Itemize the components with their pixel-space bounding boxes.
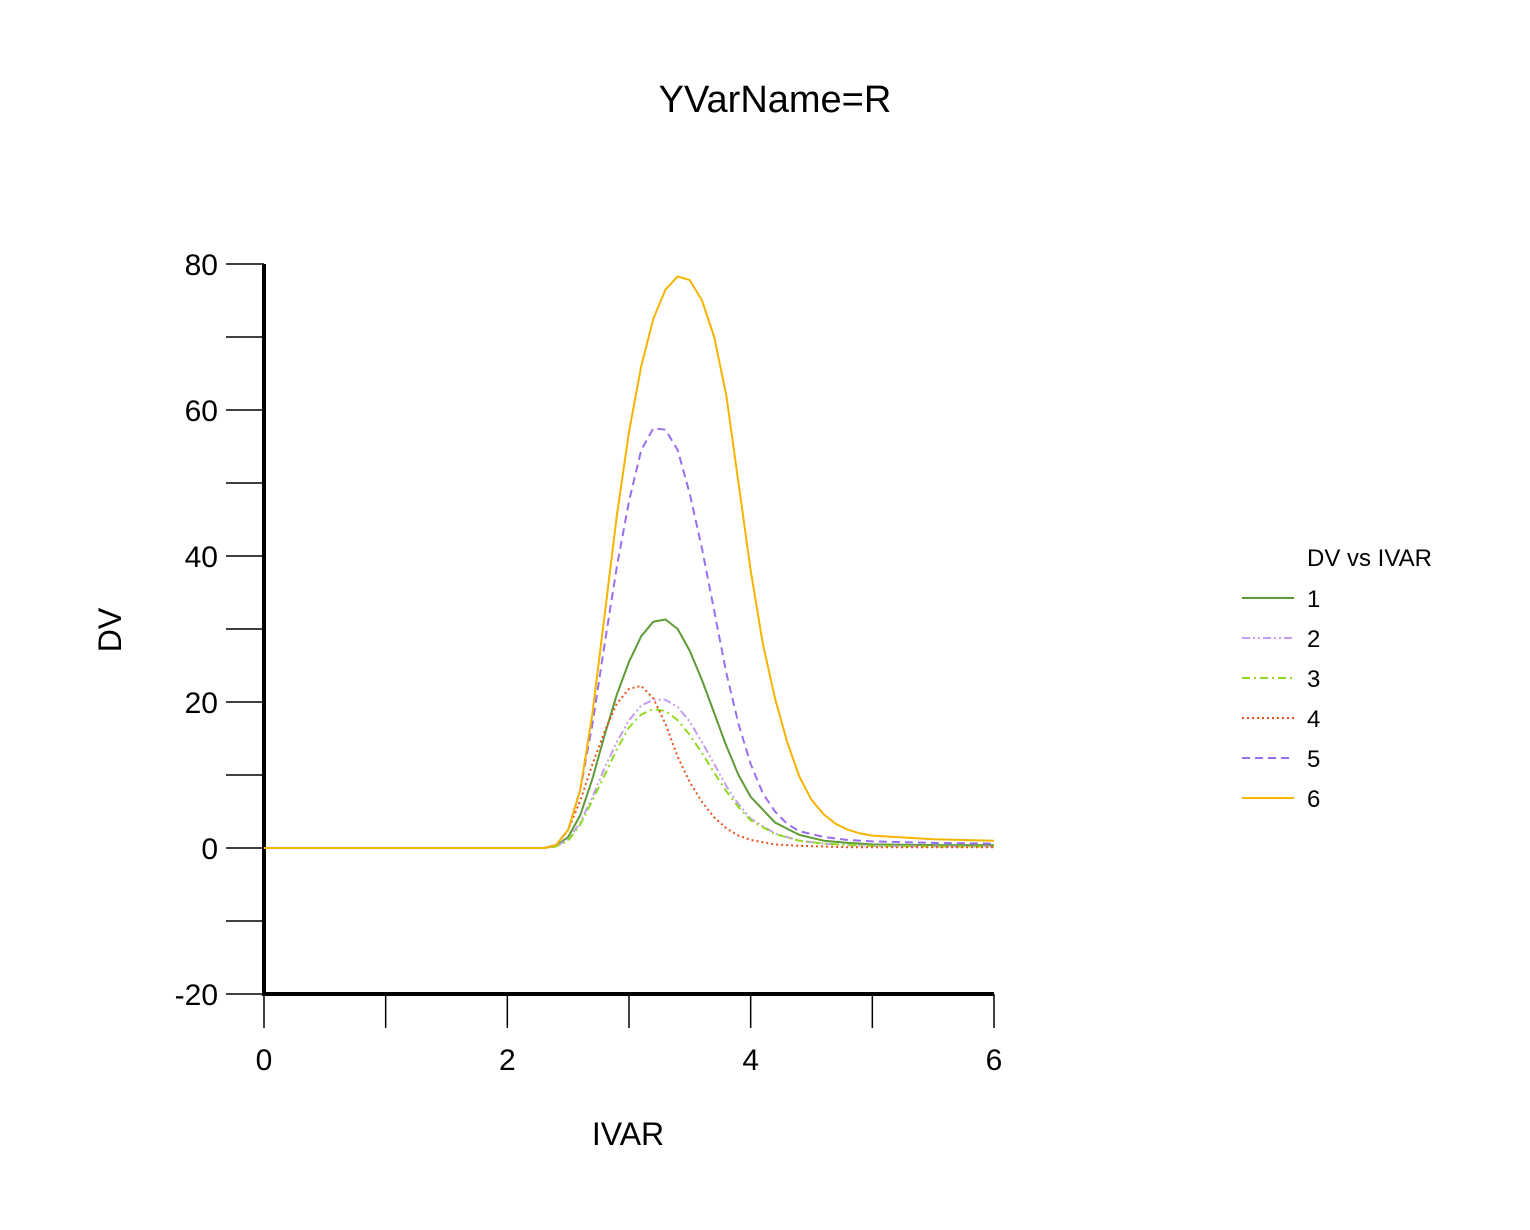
y-tick-label: 60: [185, 395, 218, 428]
x-tick-label: 4: [742, 1044, 759, 1077]
legend-label-6: 6: [1307, 786, 1320, 813]
chart-title: YVarName=R: [659, 79, 892, 121]
y-tick-label: 20: [185, 687, 218, 720]
series-line-3: [264, 708, 994, 849]
y-tick-label: 40: [185, 541, 218, 574]
legend-label-2: 2: [1307, 626, 1320, 653]
x-tick-label: 2: [499, 1044, 516, 1077]
legend-label-3: 3: [1307, 666, 1320, 693]
series-line-1: [264, 618, 994, 849]
x-tick-label: 6: [986, 1044, 1003, 1077]
series-line-6: [264, 275, 995, 849]
axes: -20 0 20 40 60 80 0 2 4 6: [175, 249, 1003, 1077]
legend-label-1: 1: [1307, 586, 1320, 613]
legend-label-4: 4: [1307, 706, 1320, 733]
y-tick-label: -20: [175, 979, 218, 1012]
legend-title: DV vs IVAR: [1307, 545, 1432, 572]
legend: DV vs IVAR 1 2 3 4 5 6: [1242, 545, 1432, 813]
x-tick-label: 0: [256, 1044, 273, 1077]
series-line-4: [264, 684, 994, 849]
series-line-2: [264, 698, 994, 849]
y-tick-label: 80: [185, 249, 218, 282]
plot-lines: [264, 275, 995, 849]
y-axis-label: DV: [92, 607, 128, 652]
legend-label-5: 5: [1307, 746, 1320, 773]
series-line-5: [264, 427, 995, 849]
x-axis-label: IVAR: [592, 1116, 664, 1152]
y-tick-label: 0: [201, 833, 218, 866]
